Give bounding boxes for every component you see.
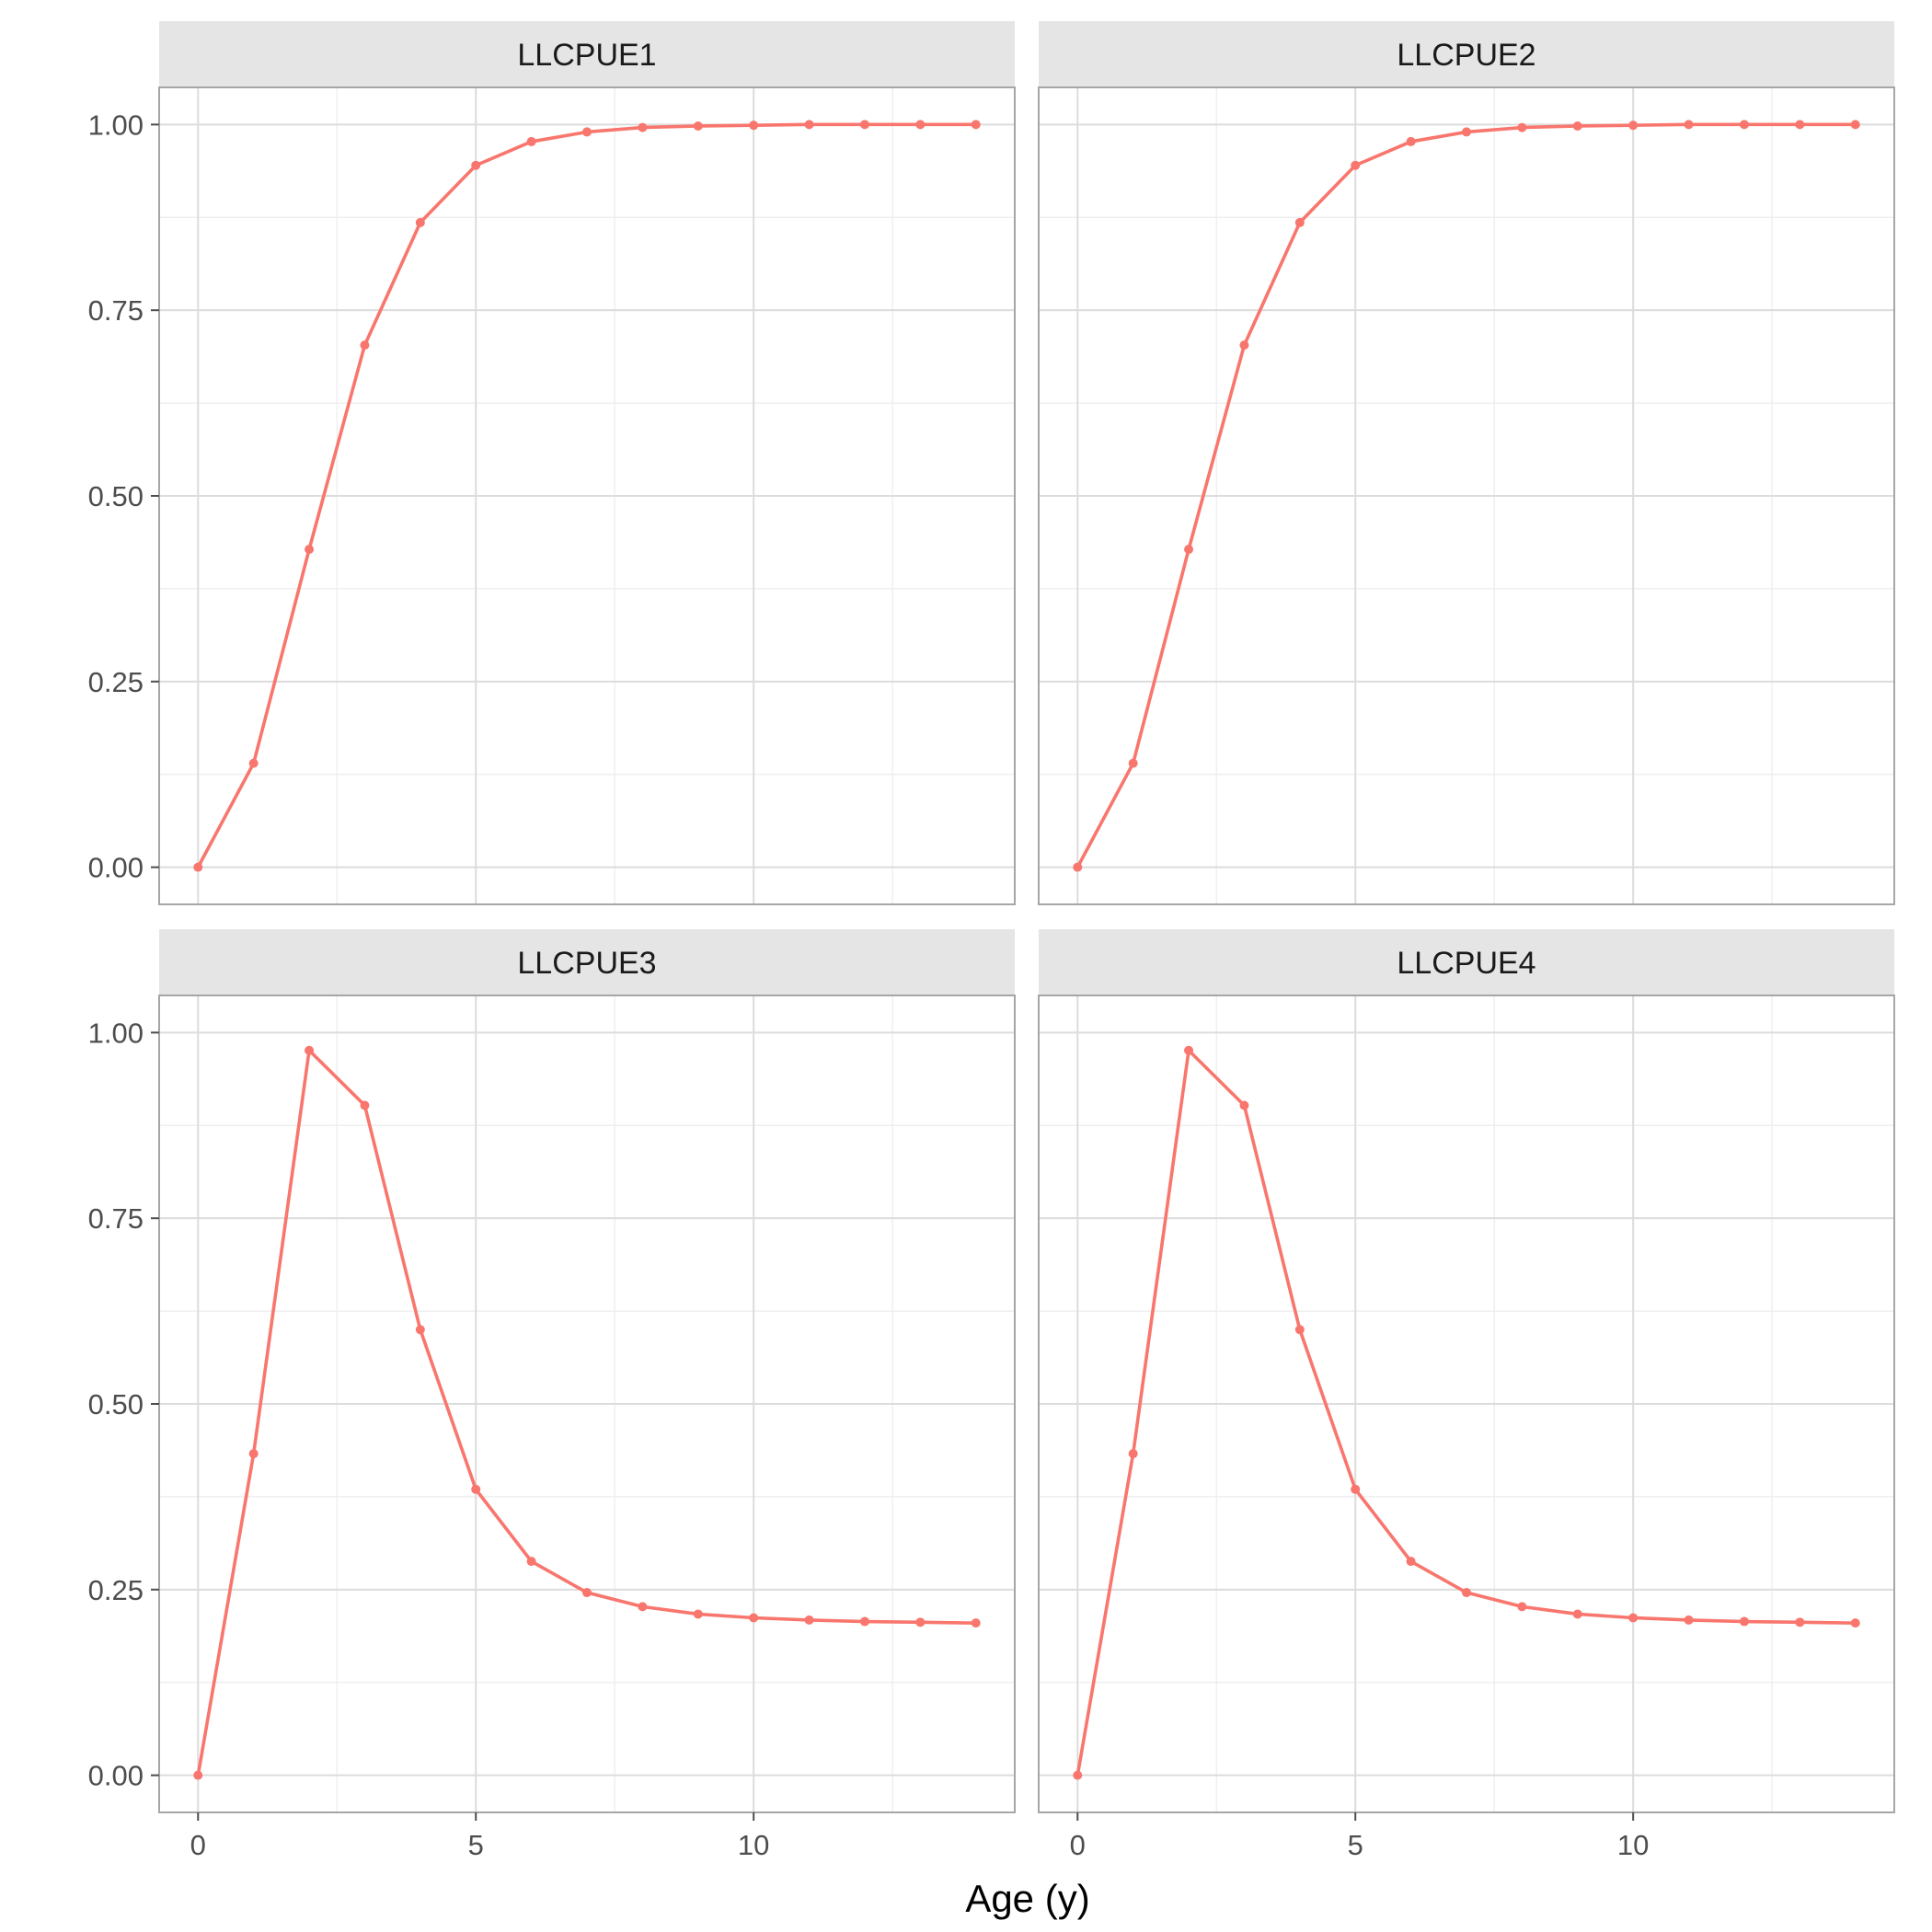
y-tick-label: 0.00 <box>88 1760 144 1792</box>
facet-label: LLCPUE1 <box>517 38 656 73</box>
x-tick-label: 0 <box>190 1829 206 1861</box>
facet-strip <box>1039 929 1894 995</box>
y-tick-label: 0.50 <box>88 480 144 512</box>
data-point <box>1351 160 1361 170</box>
x-tick-label: 10 <box>1617 1829 1649 1861</box>
panel-llcpue1: LLCPUE1 0.00 0.25 0.50 0.75 1.00 <box>88 21 1016 905</box>
y-tick-label: 1.00 <box>88 109 144 141</box>
data-point <box>638 122 648 132</box>
facet-label: LLCPUE2 <box>1397 38 1535 73</box>
data-point <box>1462 1588 1471 1598</box>
data-point <box>693 1609 703 1619</box>
facet-strip <box>159 21 1015 87</box>
data-point <box>1351 1484 1361 1494</box>
y-tick-label: 0.50 <box>88 1388 144 1420</box>
panel-border <box>1038 995 1895 1813</box>
data-point <box>638 1602 648 1612</box>
panel-border <box>1038 86 1895 905</box>
data-point <box>1628 1613 1639 1623</box>
data-point <box>859 120 869 130</box>
data-point <box>804 1615 814 1625</box>
data-point <box>971 120 981 130</box>
data-point <box>1239 340 1249 351</box>
facet-label: LLCPUE3 <box>517 946 656 981</box>
data-point <box>582 1588 592 1598</box>
panel-llcpue4: LLCPUE4 0 5 10 <box>1038 929 1895 1861</box>
y-tick-label: 1.00 <box>88 1017 144 1049</box>
data-point <box>1628 121 1639 131</box>
data-point <box>360 340 370 351</box>
y-tick-label: 0.25 <box>88 666 144 698</box>
data-point <box>749 1613 759 1623</box>
data-point <box>1795 1617 1805 1627</box>
y-tick-label: 0.75 <box>88 1202 144 1235</box>
data-point <box>1294 1325 1305 1335</box>
data-point <box>1128 1449 1138 1459</box>
data-point <box>305 545 315 555</box>
data-point <box>1684 1615 1694 1625</box>
data-point <box>1572 121 1582 131</box>
data-point <box>1517 122 1527 132</box>
data-point <box>804 120 814 130</box>
panels: LLCPUE1 0.00 0.25 0.50 0.75 1.00 LLCPUE2 LLCPUE… <box>88 21 1895 1861</box>
data-point <box>248 1449 259 1459</box>
data-point <box>1184 1045 1194 1055</box>
data-point <box>1406 1557 1416 1567</box>
panel-llcpue3: LLCPUE3 0.00 0.25 0.50 0.75 1.00 0 5 10 <box>88 929 1016 1861</box>
data-point <box>526 1557 536 1567</box>
y-tick-label: 0.00 <box>88 852 144 884</box>
y-tick-label: 0.25 <box>88 1574 144 1606</box>
data-point <box>1850 120 1860 130</box>
data-point <box>415 217 425 227</box>
data-point <box>415 1325 425 1335</box>
data-point <box>693 121 703 131</box>
data-point <box>526 136 536 146</box>
data-point <box>1684 120 1694 130</box>
data-point <box>360 1100 370 1110</box>
x-tick-label: 10 <box>738 1829 769 1861</box>
data-point <box>1850 1618 1860 1628</box>
y-tick-label: 0.75 <box>88 294 144 327</box>
data-point <box>471 160 481 170</box>
data-point <box>582 127 592 137</box>
data-point <box>1462 127 1471 137</box>
data-point <box>1184 545 1194 555</box>
data-point <box>1517 1602 1527 1612</box>
data-point <box>1073 1770 1083 1780</box>
data-point <box>915 120 926 130</box>
data-point <box>1406 136 1416 146</box>
facet-strip <box>159 929 1015 995</box>
facet-strip <box>1039 21 1894 87</box>
panel-llcpue2: LLCPUE2 <box>1038 21 1895 905</box>
x-axis-title: Age (y) <box>965 1877 1089 1920</box>
data-point <box>1739 120 1749 130</box>
data-point <box>1128 758 1138 768</box>
data-point <box>1294 217 1305 227</box>
data-point <box>305 1045 315 1055</box>
data-point <box>971 1618 981 1628</box>
data-point <box>915 1617 926 1627</box>
x-tick-label: 0 <box>1070 1829 1086 1861</box>
x-tick-label: 5 <box>1348 1829 1363 1861</box>
data-point <box>193 1770 203 1780</box>
data-point <box>749 121 759 131</box>
data-point <box>1239 1100 1249 1110</box>
facet-label: LLCPUE4 <box>1397 946 1535 981</box>
data-point <box>1739 1616 1749 1627</box>
data-point <box>193 862 203 872</box>
data-point <box>1795 120 1805 130</box>
data-point <box>1073 862 1083 872</box>
data-point <box>859 1616 869 1627</box>
data-point <box>1572 1609 1582 1619</box>
data-point <box>248 758 259 768</box>
data-point <box>471 1484 481 1494</box>
x-tick-label: 5 <box>468 1829 484 1861</box>
